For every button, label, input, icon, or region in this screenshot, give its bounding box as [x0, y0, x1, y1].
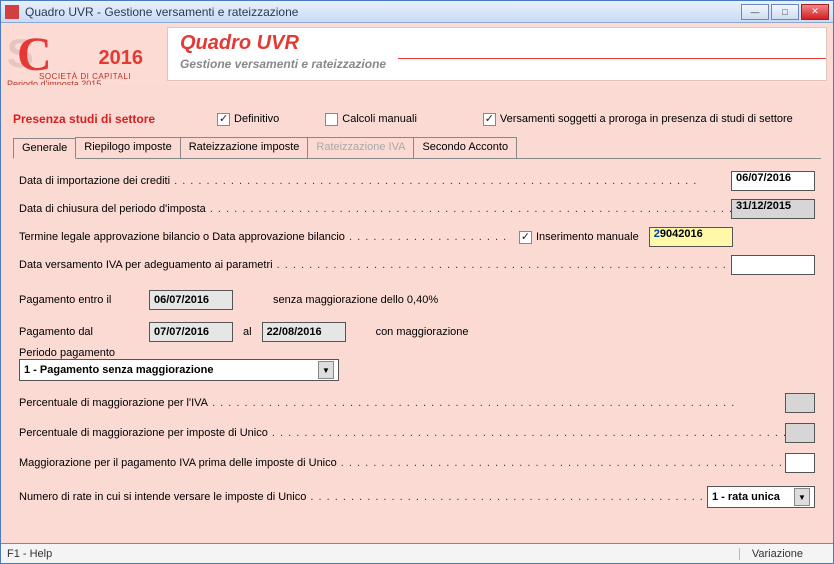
window-title: Quadro UVR - Gestione versamenti e ratei…	[25, 5, 298, 19]
pagamento-dal-value: 07/07/2016	[149, 322, 233, 342]
app-icon	[5, 5, 19, 19]
top-controls-row: Presenza studi di settore Definitivo Cal…	[13, 107, 821, 131]
close-button[interactable]: ✕	[801, 4, 829, 20]
pagamento-entro-label: Pagamento entro il	[19, 294, 139, 306]
row-perc-unico: Percentuale di maggiorazione per imposte…	[19, 421, 815, 445]
tab-strip: Generale Riepilogo imposte Rateizzazione…	[13, 137, 821, 159]
magg-prima-value[interactable]	[785, 453, 815, 473]
row-data-import: Data di importazione dei crediti 06/07/2…	[19, 169, 815, 193]
window-frame: Quadro UVR - Gestione versamenti e ratei…	[0, 0, 834, 564]
periodo-value: 1 - Pagamento senza maggiorazione	[24, 364, 214, 376]
data-chiusura-value: 31/12/2015	[731, 199, 815, 219]
periodo-select[interactable]: 1 - Pagamento senza maggiorazione ▼	[19, 359, 339, 381]
data-iva-label: Data versamento IVA per adeguamento ai p…	[19, 259, 731, 271]
data-iva-value[interactable]	[731, 255, 815, 275]
row-termine: Termine legale approvazione bilancio o D…	[19, 225, 815, 249]
versamenti-checkbox[interactable]	[483, 113, 496, 126]
row-magg-prima: Maggiorazione per il pagamento IVA prima…	[19, 451, 815, 475]
data-import-value[interactable]: 06/07/2016	[731, 171, 815, 191]
row-pagamento-entro: Pagamento entro il 06/07/2016 senza magg…	[19, 287, 815, 313]
calcoli-label: Calcoli manuali	[342, 113, 417, 125]
row-pagamento-dal: Pagamento dal 07/07/2016 al 22/08/2016 c…	[19, 319, 815, 345]
perc-unico-label: Percentuale di maggiorazione per imposte…	[19, 427, 785, 439]
tab-rateizzazione-iva: Rateizzazione IVA	[307, 137, 414, 158]
minimize-button[interactable]: —	[741, 4, 769, 20]
termine-value[interactable]: 29042016	[649, 227, 733, 247]
inserimento-checkbox-wrap[interactable]: Inserimento manuale	[519, 231, 639, 244]
header: S C 2016 SOCIETÀ DI CAPITALI Periodo d'i…	[1, 23, 833, 85]
calcoli-checkbox-wrap[interactable]: Calcoli manuali	[325, 113, 417, 126]
row-data-iva: Data versamento IVA per adeguamento ai p…	[19, 253, 815, 277]
logo-year: 2016	[99, 47, 144, 70]
maximize-button[interactable]: □	[771, 4, 799, 20]
inserimento-label: Inserimento manuale	[536, 231, 639, 243]
data-import-label: Data di importazione dei crediti	[19, 175, 731, 187]
inserimento-checkbox[interactable]	[519, 231, 532, 244]
periodo-label: Periodo pagamento	[19, 347, 815, 359]
header-divider	[398, 58, 826, 59]
body: Presenza studi di settore Definitivo Cal…	[1, 85, 833, 543]
num-rate-value: 1 - rata unica	[712, 491, 780, 503]
con-magg-label: con maggiorazione	[376, 326, 469, 338]
perc-unico-value	[785, 423, 815, 443]
panel-generale: Data di importazione dei crediti 06/07/2…	[13, 159, 821, 543]
perc-iva-label: Percentuale di maggiorazione per l'IVA	[19, 397, 785, 409]
window-buttons: — □ ✕	[741, 4, 829, 20]
logo: S C 2016 SOCIETÀ DI CAPITALI Periodo d'i…	[7, 27, 157, 81]
statusbar: F1 - Help Variazione	[1, 543, 833, 563]
row-perc-iva: Percentuale di maggiorazione per l'IVA	[19, 391, 815, 415]
calcoli-checkbox[interactable]	[325, 113, 338, 126]
num-rate-select[interactable]: 1 - rata unica ▼	[707, 486, 815, 508]
pagamento-dal-label: Pagamento dal	[19, 326, 139, 338]
senza-magg-label: senza maggiorazione dello 0,40%	[273, 294, 438, 306]
tab-secondo-acconto[interactable]: Secondo Acconto	[413, 137, 517, 158]
page-title: Quadro UVR	[180, 32, 814, 55]
definitivo-label: Definitivo	[234, 113, 279, 125]
row-num-rate: Numero di rate in cui si intende versare…	[19, 485, 815, 509]
statusbar-help: F1 - Help	[1, 548, 58, 560]
chevron-down-icon: ▼	[318, 361, 334, 379]
statusbar-mode: Variazione	[739, 548, 833, 560]
definitivo-checkbox-wrap[interactable]: Definitivo	[217, 113, 279, 126]
data-chiusura-label: Data di chiusura del periodo d'imposta	[19, 203, 731, 215]
definitivo-checkbox[interactable]	[217, 113, 230, 126]
tab-riepilogo[interactable]: Riepilogo imposte	[75, 137, 180, 158]
page-subtitle: Gestione versamenti e rateizzazione	[180, 57, 814, 71]
tab-rateizzazione-imposte[interactable]: Rateizzazione imposte	[180, 137, 309, 158]
versamenti-label: Versamenti soggetti a proroga in presenz…	[500, 113, 793, 125]
versamenti-checkbox-wrap[interactable]: Versamenti soggetti a proroga in presenz…	[483, 113, 793, 126]
header-title-box: Quadro UVR Gestione versamenti e rateizz…	[167, 27, 827, 81]
num-rate-label: Numero di rate in cui si intende versare…	[19, 491, 707, 503]
presenza-label: Presenza studi di settore	[13, 112, 155, 126]
chevron-down-icon: ▼	[794, 488, 810, 506]
titlebar: Quadro UVR - Gestione versamenti e ratei…	[1, 1, 833, 23]
pagamento-entro-value: 06/07/2016	[149, 290, 233, 310]
pagamento-al-value: 22/08/2016	[262, 322, 346, 342]
perc-iva-value	[785, 393, 815, 413]
row-data-chiusura: Data di chiusura del periodo d'imposta 3…	[19, 197, 815, 221]
termine-label: Termine legale approvazione bilancio o D…	[19, 231, 509, 243]
tab-generale[interactable]: Generale	[13, 138, 76, 159]
al-label: al	[243, 326, 252, 338]
magg-prima-label: Maggiorazione per il pagamento IVA prima…	[19, 457, 785, 469]
